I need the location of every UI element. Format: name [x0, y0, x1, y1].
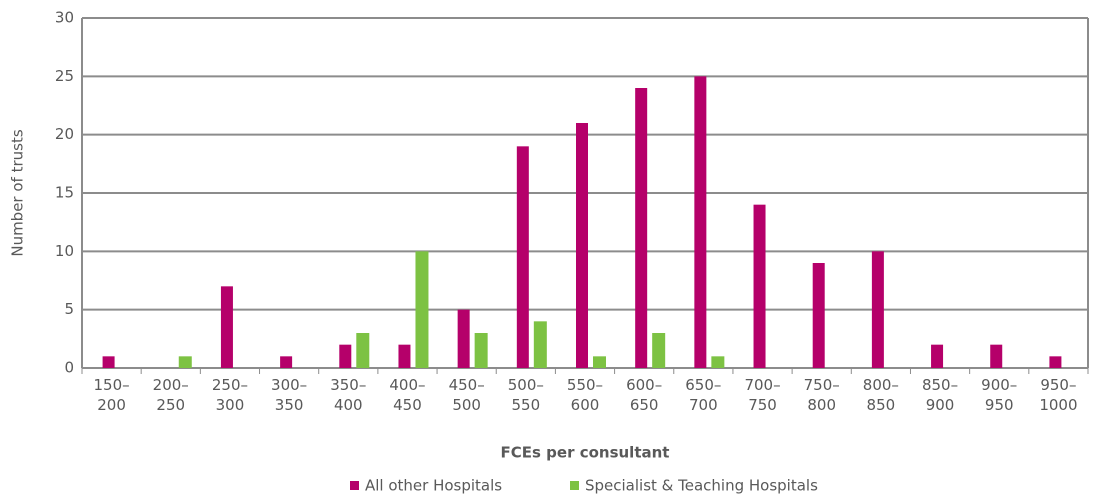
x-tick-label: 250–300 [211, 376, 248, 414]
y-tick-label: 15 [55, 184, 74, 202]
bar [280, 356, 293, 368]
bar [593, 356, 606, 368]
bar [871, 251, 884, 368]
x-tick-label: 750–800 [803, 376, 840, 414]
x-tick-label: 600–650 [626, 376, 663, 414]
bar [457, 309, 470, 368]
x-tick-label: 850–900 [921, 376, 959, 414]
bar [533, 321, 547, 368]
y-tick-label: 0 [64, 359, 74, 377]
legend-label: All other Hospitals [365, 477, 502, 495]
legend-swatch [570, 481, 579, 490]
y-tick-label: 5 [64, 300, 74, 318]
bar [415, 251, 429, 368]
bar [339, 344, 352, 368]
x-tick-label: 950–1000 [1039, 376, 1078, 414]
x-tick-label: 500–550 [507, 376, 544, 414]
x-axis-title: FCEs per consultant [501, 444, 670, 462]
bar [516, 146, 529, 368]
x-tick-label: 700–750 [744, 376, 781, 414]
bar [220, 286, 233, 368]
y-axis-title: Number of trusts [9, 129, 27, 257]
y-tick-label: 30 [55, 9, 74, 27]
bar [753, 204, 766, 368]
x-tick-label: 350–400 [330, 376, 367, 414]
bar [711, 356, 725, 368]
bar [931, 344, 944, 368]
bar [1049, 356, 1062, 368]
bar [652, 333, 666, 368]
bar [474, 333, 488, 368]
bar [398, 344, 411, 368]
legend-label: Specialist & Teaching Hospitals [585, 477, 818, 495]
bar [576, 123, 588, 368]
x-tick-label: 200–250 [152, 376, 189, 414]
x-tick-label: 900–950 [981, 376, 1018, 414]
x-tick-label: 300–350 [271, 376, 308, 414]
bar [694, 76, 707, 368]
y-tick-label: 10 [55, 242, 74, 260]
bar [102, 356, 115, 368]
bar [635, 88, 648, 368]
y-tick-label: 25 [55, 67, 74, 85]
x-tick-label: 400–450 [389, 376, 426, 414]
x-tick-label: 550–600 [566, 376, 604, 414]
x-tick-label: 650–700 [685, 376, 722, 414]
x-tick-label: 450–500 [448, 376, 485, 414]
x-tick-label: 150–200 [93, 376, 130, 414]
bar [990, 344, 1003, 368]
x-tick-label: 800–850 [862, 376, 899, 414]
y-tick-label: 20 [55, 125, 74, 143]
bar [178, 356, 192, 368]
bar [356, 333, 370, 368]
bar [812, 263, 825, 368]
legend-swatch [350, 481, 359, 490]
